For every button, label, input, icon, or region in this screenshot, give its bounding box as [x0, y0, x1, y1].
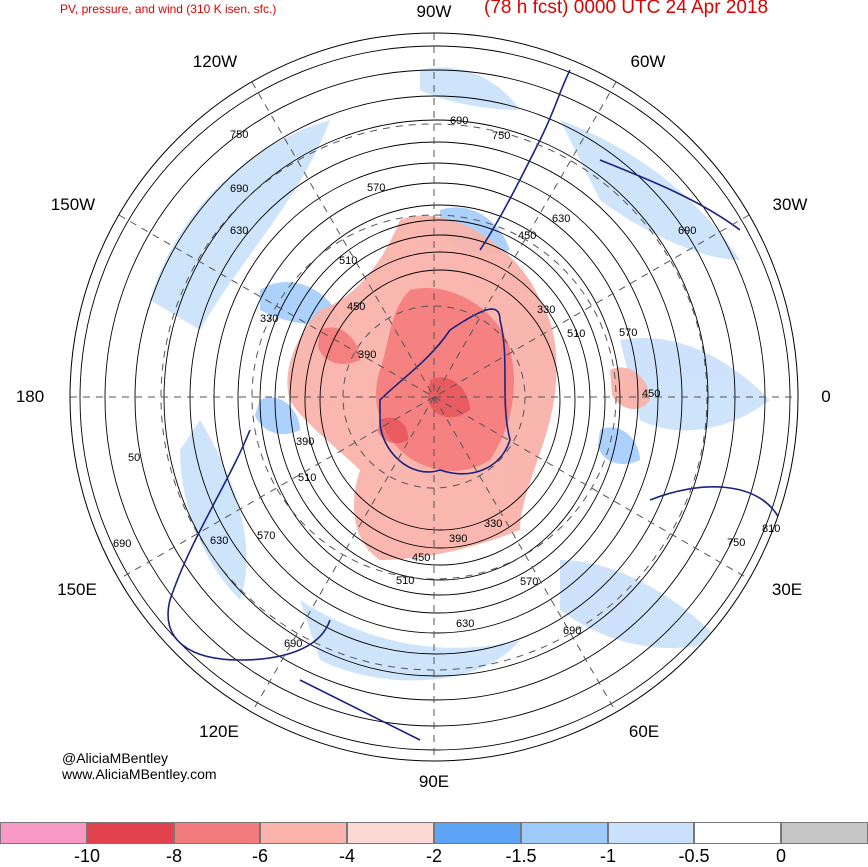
graticule: [70, 33, 798, 761]
colorbar-swatch: [86, 822, 174, 844]
contour-label: 630: [552, 213, 570, 225]
colorbar-swatch: [0, 822, 87, 844]
contour-label: 690: [284, 638, 302, 650]
contour-label: 390: [296, 436, 314, 448]
longitude-label-60w: 60W: [630, 52, 666, 71]
map-boundary: [69, 32, 799, 762]
contour-label: 390: [449, 533, 467, 545]
longitude-label-180: 180: [15, 387, 45, 406]
colorbar-swatch: [347, 822, 434, 844]
contour-label: 450: [518, 230, 536, 242]
contour-label: 750: [492, 130, 510, 142]
contour-label: 630: [456, 618, 474, 630]
contour-label: 750: [727, 537, 745, 549]
colorbar-tick: -1: [599, 846, 617, 866]
colorbar-swatch: [607, 822, 695, 844]
map-subtitle: PV, pressure, and wind (310 K isen. sfc.…: [60, 2, 277, 16]
contour-label: 570: [367, 182, 385, 194]
longitude-label-90e: 90E: [418, 772, 450, 791]
contour-label: 690: [678, 225, 696, 237]
colorbar-swatch: [173, 822, 261, 844]
colorbar-swatch: [694, 822, 782, 844]
pressure-contours: [79, 45, 791, 751]
longitude-label-30w: 30W: [772, 195, 808, 214]
forecast-time-title: (78 h fcst) 0000 UTC 24 Apr 2018: [484, 0, 769, 18]
contour-label: 510: [298, 472, 316, 484]
polar-stereographic-map: 690 750 750 690 630 570 630 450 690 510 …: [69, 32, 799, 762]
contour-label: 630: [230, 225, 248, 237]
contour-label: 510: [339, 255, 357, 267]
longitude-label-150e: 150E: [57, 580, 97, 599]
longitude-label-120e: 120E: [199, 722, 239, 741]
longitude-label-120w: 120W: [192, 52, 238, 71]
longitude-label-30e: 30E: [771, 580, 803, 599]
contour-label: 50: [128, 452, 140, 464]
contour-label: 690: [450, 115, 468, 127]
colorbar-swatch: [433, 822, 521, 844]
pv-colorbar: [0, 822, 868, 844]
contour-label: 570: [257, 530, 275, 542]
colorbar-tick: -0.5: [678, 846, 710, 866]
colorbar-tick: -1.5: [505, 846, 537, 866]
colorbar-tick: -10: [73, 846, 101, 866]
colorbar-tick: 0: [775, 846, 787, 866]
credit-handle: @AliciaMBentley: [62, 750, 169, 766]
colorbar-swatch: [781, 822, 868, 844]
contour-label: 750: [230, 129, 248, 141]
contour-label: 690: [563, 625, 581, 637]
contour-label: 630: [210, 535, 228, 547]
colorbar-swatch: [520, 822, 608, 844]
contour-label: 450: [642, 388, 660, 400]
contour-label: 330: [537, 304, 555, 316]
colorbar-tick: -6: [251, 846, 269, 866]
longitude-label-0: 0: [821, 387, 831, 406]
colorbar-tick: -4: [338, 846, 356, 866]
contour-label: 570: [619, 327, 637, 339]
longitude-label-60e: 60E: [628, 722, 660, 741]
contour-label: 810: [762, 523, 780, 535]
contour-label: 690: [113, 538, 131, 550]
contour-label: 690: [230, 183, 248, 195]
contour-label: 390: [358, 349, 376, 361]
contour-label: 330: [260, 313, 278, 325]
contour-label: 450: [347, 301, 365, 313]
contour-label: 450: [412, 552, 430, 564]
credit-website: www.AliciaMBentley.com: [62, 766, 217, 782]
contour-label-group: 690 750 750 690 630 570 630 450 690 510 …: [113, 115, 780, 650]
contour-label: 510: [567, 328, 585, 340]
contour-label: 330: [484, 518, 502, 530]
colorbar-swatch: [260, 822, 348, 844]
colorbar-tick: -2: [425, 846, 443, 866]
longitude-label-150w: 150W: [50, 195, 96, 214]
contour-label: 510: [396, 575, 414, 587]
longitude-label-90w: 90W: [416, 2, 452, 21]
contour-label: 570: [520, 576, 538, 588]
colorbar-tick: -8: [165, 846, 183, 866]
